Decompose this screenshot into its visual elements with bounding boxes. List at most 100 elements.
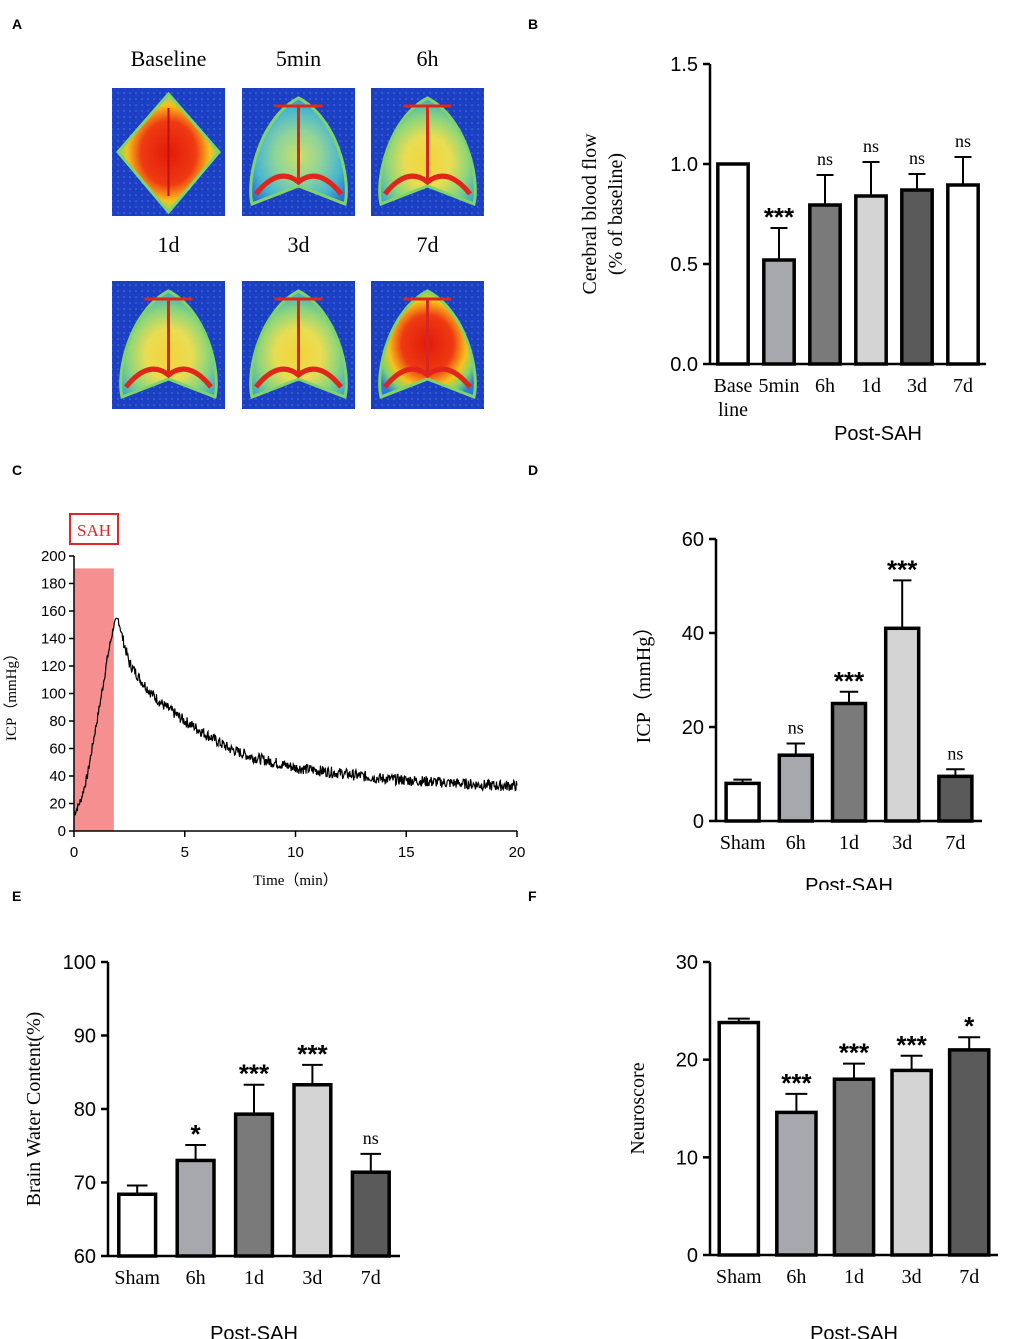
image-label-6h: 6h: [417, 46, 439, 71]
significance-label: ***: [834, 666, 865, 696]
significance-label: ***: [764, 202, 795, 232]
significance-label: ***: [781, 1068, 812, 1098]
panel-f-chart: 0 10 20 30 Sham *** 6h *** 1d *** 3d * 7d Post-SAH Neu…: [627, 952, 998, 1339]
panel-a-image-grid: Baseline 5min 6h 1d 3d 7d: [112, 46, 484, 409]
panel-letter-a: A: [12, 16, 23, 32]
y-tick-label: 120: [41, 658, 66, 675]
significance-label: ***: [239, 1059, 270, 1089]
sah-marker-label: SAH: [77, 521, 111, 540]
y-tick-label: 70: [74, 1173, 96, 1195]
x-category-label: Sham: [720, 832, 766, 854]
significance-label: ns: [947, 743, 963, 763]
x-category-label: 1d: [244, 1267, 264, 1289]
significance-label: ***: [896, 1030, 927, 1060]
bar-6h: [777, 753, 815, 823]
speckle-image-baseline: [112, 88, 225, 216]
x-category-label: 5min: [758, 375, 799, 397]
bar-6h: [775, 1110, 818, 1257]
y-axis-title-line2: (% of baseline): [605, 153, 627, 275]
bar-6h: [175, 1158, 216, 1258]
bar-3d: [890, 1068, 933, 1257]
y-tick-label: 160: [41, 603, 66, 620]
y-tick-label: 200: [41, 548, 66, 565]
significance-label: ns: [363, 1128, 379, 1148]
x-category-label: 7d: [361, 1267, 381, 1289]
x-tick-label: 20: [509, 844, 526, 861]
y-tick-label: 40: [49, 768, 66, 785]
y-tick-label: 0.5: [670, 254, 698, 276]
x-axis-title: Time（min）: [253, 872, 337, 889]
significance-label: ns: [817, 149, 833, 169]
x-category-label: 6h: [786, 1266, 806, 1288]
speckle-image-7d: [371, 281, 484, 409]
bar-6h: [808, 203, 842, 366]
x-category-label: 6h: [815, 375, 835, 397]
significance-label: ***: [839, 1038, 870, 1068]
x-axis-title: Post-SAH: [834, 423, 922, 445]
bar-5min: [762, 258, 796, 366]
significance-label: ns: [955, 131, 971, 151]
y-tick-label: 10: [676, 1147, 698, 1169]
base-vessels: [124, 366, 213, 389]
y-tick-label: 40: [682, 623, 704, 645]
panel-letter-f: F: [528, 888, 537, 904]
significance-label: *: [964, 1011, 975, 1041]
bar-sham: [117, 1192, 158, 1258]
bar-7d: [946, 183, 980, 366]
y-tick-label: 20: [676, 1050, 698, 1072]
speckle-image-3d: [242, 281, 355, 409]
y-tick-label: 140: [41, 631, 66, 648]
x-category-label: Sham: [716, 1266, 762, 1288]
panel-letter-c: C: [12, 462, 23, 478]
x-category-label: Base: [714, 375, 753, 397]
x-axis-title: Post-SAH: [210, 1323, 298, 1339]
base-vessels: [254, 366, 343, 389]
significance-label: ***: [297, 1039, 328, 1069]
y-tick-label: 80: [74, 1099, 96, 1121]
base-vessels: [383, 366, 472, 389]
image-label-baseline: Baseline: [131, 46, 207, 71]
image-label-1d: 1d: [158, 232, 180, 257]
y-tick-label: 90: [74, 1026, 96, 1048]
y-tick-label: 1.5: [670, 54, 698, 76]
bar-3d: [900, 188, 934, 366]
x-category-label: 1d: [839, 832, 859, 854]
y-tick-label: 100: [63, 952, 96, 974]
y-tick-label: 0.0: [670, 354, 698, 376]
x-category-label: Sham: [114, 1267, 160, 1289]
y-tick-label: 100: [41, 686, 66, 703]
panel-letter-b: B: [528, 16, 539, 32]
sah-shaded-region: [74, 568, 114, 831]
significance-label: ***: [887, 554, 918, 584]
significance-label: ns: [909, 148, 925, 168]
y-tick-label: 20: [49, 796, 66, 813]
x-tick-label: 0: [70, 844, 78, 861]
bar-7d: [947, 1048, 991, 1257]
x-tick-label: 5: [181, 844, 189, 861]
panel-e-chart: 60 70 80 90 100 Sham * 6h *** 1d *** 3d ns 7d Post-SAH…: [23, 952, 400, 1339]
x-tick-label: 15: [398, 844, 415, 861]
significance-label: ns: [788, 717, 804, 737]
bar-7d: [937, 774, 974, 823]
y-tick-label: 60: [74, 1246, 96, 1268]
bar-7d: [350, 1170, 391, 1258]
x-category-label: 1d: [861, 375, 881, 397]
x-category-label: 7d: [953, 375, 973, 397]
y-tick-label: 1.0: [670, 154, 698, 176]
bar-sham: [724, 781, 761, 823]
x-tick-label: 10: [287, 844, 304, 861]
bar-base-line: [716, 162, 750, 366]
base-vessels: [383, 173, 472, 196]
image-label-5min: 5min: [276, 46, 321, 71]
x-category-label: 6h: [186, 1267, 206, 1289]
bar-1d: [830, 701, 868, 823]
x-category-label: 6h: [786, 832, 806, 854]
x-category-label: 7d: [959, 1266, 979, 1288]
x-category-label: 3d: [302, 1267, 322, 1289]
y-axis-title: ICP（mmHg）: [632, 617, 655, 744]
image-label-7d: 7d: [417, 232, 439, 257]
y-axis-title: ICP（mmHg）: [3, 646, 20, 741]
bar-1d: [854, 194, 888, 366]
y-tick-label: 180: [41, 576, 66, 593]
y-axis-title-line1: Cerebral blood flow: [579, 133, 601, 295]
